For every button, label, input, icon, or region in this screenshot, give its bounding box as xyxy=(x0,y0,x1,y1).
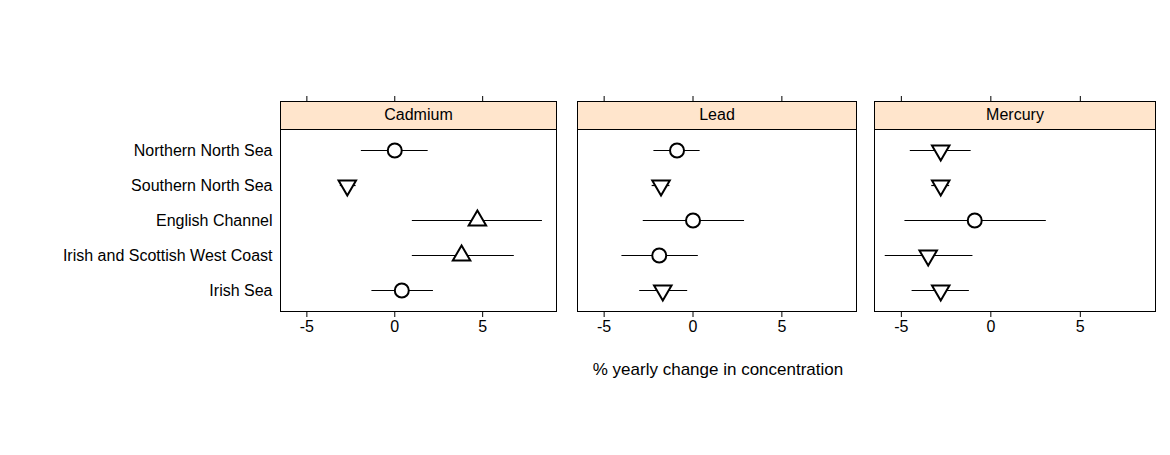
svg-text:-5: -5 xyxy=(300,318,314,335)
svg-text:Southern North Sea: Southern North Sea xyxy=(131,177,273,194)
svg-text:Northern North Sea: Northern North Sea xyxy=(134,142,273,159)
html-text:Lead: Lead xyxy=(699,106,735,123)
svg-text:5: 5 xyxy=(1076,318,1085,335)
svg-text:0: 0 xyxy=(986,318,995,335)
html-text:Mercury: Mercury xyxy=(986,106,1044,123)
html-text:Cadmium: Cadmium xyxy=(384,106,453,123)
html-text:% yearly change in concentrati: % yearly change in concentration xyxy=(592,360,844,379)
svg-text:-5: -5 xyxy=(597,318,611,335)
svg-text:Irish Sea: Irish Sea xyxy=(209,282,272,299)
svg-text:5: 5 xyxy=(478,318,487,335)
svg-text:0: 0 xyxy=(689,318,698,335)
svg-text:0: 0 xyxy=(390,318,399,335)
svg-text:-5: -5 xyxy=(894,318,908,335)
svg-text:English Channel: English Channel xyxy=(156,212,273,229)
svg-text:5: 5 xyxy=(777,318,786,335)
svg-text:Irish and Scottish West Coast: Irish and Scottish West Coast xyxy=(63,247,273,264)
